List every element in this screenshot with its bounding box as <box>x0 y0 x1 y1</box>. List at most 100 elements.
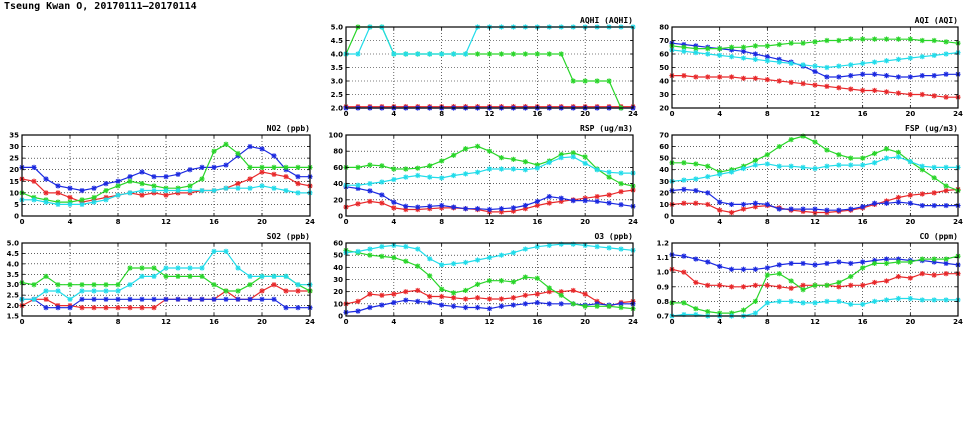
fsp-data-point <box>943 164 949 170</box>
co-data-point <box>705 309 711 315</box>
aqi-data-point <box>943 71 949 77</box>
aqi-data-point <box>717 46 723 52</box>
so2-data-point <box>79 296 85 302</box>
so2-data-point <box>103 282 109 288</box>
rsp-data-point <box>427 163 433 169</box>
rsp-data-point <box>558 198 564 205</box>
x-tick-label: 4 <box>391 318 396 326</box>
aqi-data-point <box>943 39 949 45</box>
aqi-data-point <box>788 40 794 46</box>
co-data-point <box>705 282 711 288</box>
aqi-data-point <box>848 73 854 79</box>
aqi-data-point <box>752 75 759 81</box>
o3-data-point <box>606 245 612 251</box>
y-tick-label: 100 <box>328 132 343 140</box>
rsp-data-point <box>391 199 397 205</box>
y-tick-label: 50 <box>659 155 669 163</box>
y-tick-label: 3.0 <box>7 281 20 289</box>
rsp-data-point <box>582 198 588 204</box>
aqi-data-point <box>728 54 735 60</box>
y-tick-label: 10 <box>333 300 343 308</box>
fsp-data-point <box>764 161 770 167</box>
no2-data-point <box>199 187 205 194</box>
aqi-data-point <box>800 40 806 46</box>
o3-data-point <box>510 250 517 256</box>
fsp-data-point <box>836 152 842 158</box>
aqi-data-point <box>860 71 866 77</box>
aqi-data-point <box>871 59 878 65</box>
aqi-data-point <box>788 79 794 85</box>
rsp-data-point <box>618 202 624 208</box>
fsp-series-group <box>669 133 961 216</box>
co-data-point <box>907 275 913 281</box>
so2-chart-title: SO2 (ppb) <box>267 232 310 241</box>
x-tick-label: 16 <box>532 218 542 226</box>
aqi-data-point <box>681 73 687 79</box>
rsp-data-point <box>486 166 493 172</box>
x-tick-label: 4 <box>391 110 396 118</box>
co-data-point <box>860 282 866 288</box>
aqi-data-point <box>836 37 842 44</box>
o3-data-point <box>451 261 457 267</box>
x-tick-label: 8 <box>765 218 770 226</box>
co-data-point <box>800 287 806 293</box>
no2-data-point <box>247 185 253 191</box>
o3-data-point <box>510 295 517 301</box>
no2-data-point <box>103 181 109 187</box>
aqhi-data-point <box>486 51 493 57</box>
x-tick-label: 8 <box>439 110 444 118</box>
rsp-data-point <box>606 200 612 206</box>
so2-data-point <box>295 305 301 311</box>
x-tick-label: 4 <box>68 318 73 326</box>
aqhi-data-point <box>451 51 457 57</box>
rsp-data-point <box>570 150 576 156</box>
rsp-data-point <box>510 208 517 214</box>
rsp-series-group <box>343 143 636 215</box>
aqhi-data-point <box>439 51 445 57</box>
co-data-point <box>764 300 770 306</box>
aqi-data-point <box>836 63 842 69</box>
o3-series-group <box>343 241 636 315</box>
fsp-data-point <box>717 207 723 213</box>
so2-data-point <box>295 282 301 288</box>
co-data-point <box>895 273 902 280</box>
co-data-point <box>871 257 878 264</box>
y-tick-label: 0 <box>338 213 343 221</box>
no2-data-point <box>259 164 265 170</box>
fsp-data-point <box>931 164 937 170</box>
co-data-point <box>848 273 854 280</box>
y-tick-label: 2.5 <box>7 292 20 300</box>
no2-chart: 0 4 8 12 16 20 24 0 5 10 15 20 25 30 35 NO2 (ppb) <box>9 124 315 226</box>
fsp-data-point <box>740 206 747 212</box>
rsp-data-point <box>427 174 433 180</box>
fsp-data-point <box>848 206 854 212</box>
y-tick-label: 70 <box>659 132 669 140</box>
no2-data-point <box>55 183 61 189</box>
so2-data-point <box>163 296 169 302</box>
aqi-data-point <box>681 48 687 54</box>
fsp-data-point <box>895 149 902 155</box>
co-data-point <box>919 271 925 277</box>
rsp-data-point <box>522 167 528 173</box>
so2-data-point <box>223 248 229 254</box>
y-tick-label: 5.0 <box>331 24 344 32</box>
rsp-data-point <box>498 166 505 172</box>
co-data-point <box>717 282 723 288</box>
aqi-data-point <box>943 51 949 57</box>
o3-data-point <box>474 281 481 287</box>
so2-data-point <box>259 273 265 279</box>
co-data-point <box>883 256 890 262</box>
co-data-point <box>860 301 866 307</box>
co-data-point <box>848 282 854 288</box>
fsp-data-point <box>895 154 902 160</box>
fsp-data-point <box>883 200 890 206</box>
no2-data-point <box>235 150 241 157</box>
y-tick-label: 40 <box>659 78 669 86</box>
no2-data-point <box>67 185 73 191</box>
x-tick-label: 16 <box>209 218 219 226</box>
rsp-data-point <box>558 155 564 161</box>
no2-data-point <box>151 187 157 194</box>
aqi-data-point <box>907 36 913 42</box>
aqi-data-point <box>919 91 925 98</box>
